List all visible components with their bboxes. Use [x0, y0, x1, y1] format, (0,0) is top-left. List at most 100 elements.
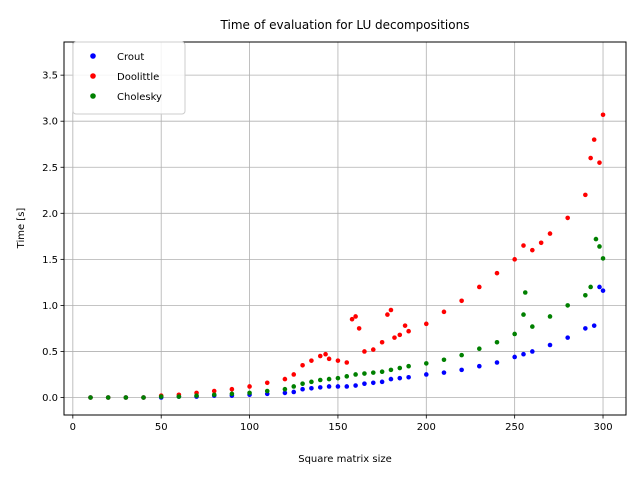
- grid-lines: [64, 42, 626, 415]
- data-point-doolittle: [379, 339, 385, 345]
- data-point-crout: [291, 389, 297, 395]
- data-point-crout: [362, 381, 367, 386]
- x-tick-label: 250: [505, 422, 524, 433]
- data-point-cholesky: [512, 331, 517, 337]
- data-point-doolittle: [370, 347, 376, 352]
- data-point-cholesky: [547, 314, 553, 319]
- x-tick-label: 150: [328, 422, 347, 433]
- data-point-doolittle: [441, 309, 447, 315]
- data-point-doolittle: [521, 243, 526, 248]
- data-point-doolittle: [600, 112, 606, 118]
- data-point-cholesky: [264, 388, 270, 394]
- data-point-cholesky: [522, 290, 528, 295]
- data-point-doolittle: [406, 328, 411, 334]
- data-point-doolittle: [459, 298, 464, 304]
- legend-label-crout: Crout: [117, 52, 144, 63]
- data-point-crout: [344, 384, 350, 389]
- data-point-cholesky: [406, 363, 411, 369]
- data-point-cholesky: [494, 339, 500, 345]
- x-tick-label: 300: [593, 422, 612, 433]
- data-point-doolittle: [282, 376, 288, 382]
- data-point-doolittle: [597, 160, 602, 165]
- data-point-crout: [300, 386, 305, 392]
- data-point-doolittle: [477, 284, 482, 290]
- data-point-cholesky: [194, 393, 199, 398]
- data-point-cholesky: [247, 390, 252, 396]
- data-point-cholesky: [370, 370, 376, 375]
- y-tick-label: 3.0: [42, 117, 58, 128]
- data-point-crout: [530, 349, 535, 354]
- data-point-cholesky: [317, 377, 323, 383]
- data-point-doolittle: [229, 386, 235, 392]
- data-point-cholesky: [588, 284, 593, 290]
- data-point-crout: [547, 342, 553, 348]
- data-point-doolittle: [335, 358, 341, 363]
- data-point-doolittle: [388, 307, 394, 313]
- data-point-crout: [521, 351, 526, 357]
- data-point-cholesky: [335, 375, 341, 381]
- data-point-crout: [370, 380, 376, 386]
- axis-ticks: 0 50 100 150 200 250 300 0.0 0.5 1.0 1.5 2.0 2.5 3.0 3…: [42, 71, 612, 433]
- data-point-cholesky: [397, 365, 403, 371]
- data-point-crout: [388, 376, 394, 382]
- x-tick-label: 0: [70, 422, 76, 433]
- data-point-cholesky: [362, 371, 367, 376]
- y-tick-label: 2.0: [42, 209, 58, 220]
- data-point-crout: [326, 384, 332, 389]
- data-point-crout: [406, 374, 411, 380]
- data-point-cholesky: [565, 303, 570, 308]
- data-point-doolittle: [538, 240, 544, 246]
- data-point-cholesky: [158, 394, 164, 399]
- series-doolittle: [88, 112, 606, 400]
- series-cholesky: [88, 236, 606, 400]
- data-point-doolittle: [349, 316, 355, 322]
- data-point-doolittle: [264, 380, 270, 386]
- data-point-doolittle: [344, 360, 350, 365]
- data-point-doolittle: [565, 215, 570, 221]
- data-point-cholesky: [423, 361, 429, 366]
- data-point-crout: [282, 390, 288, 396]
- data-point-doolittle: [512, 257, 517, 262]
- data-point-doolittle: [291, 372, 297, 377]
- data-point-doolittle: [211, 388, 217, 394]
- data-point-cholesky: [105, 395, 111, 400]
- data-point-cholesky: [123, 395, 129, 400]
- data-point-doolittle: [494, 270, 500, 276]
- data-point-cholesky: [326, 376, 332, 382]
- series-crout: [88, 284, 606, 400]
- data-point-doolittle: [362, 349, 367, 354]
- data-point-doolittle: [392, 335, 397, 340]
- legend-marker-cholesky: [90, 93, 96, 99]
- data-point-doolittle: [300, 362, 305, 368]
- data-point-cholesky: [441, 357, 447, 363]
- y-tick-label: 1.5: [42, 255, 58, 266]
- legend-label-cholesky: Cholesky: [117, 92, 162, 103]
- data-point-crout: [597, 284, 602, 290]
- data-point-crout: [591, 323, 597, 328]
- data-point-cholesky: [379, 369, 385, 375]
- y-tick-label: 2.5: [42, 163, 58, 174]
- legend-marker-doolittle: [90, 73, 96, 79]
- data-point-crout: [397, 375, 403, 381]
- y-tick-label: 3.5: [42, 71, 58, 82]
- y-tick-label: 0.5: [42, 347, 58, 358]
- data-point-cholesky: [141, 395, 146, 400]
- data-point-doolittle: [247, 384, 252, 389]
- data-point-doolittle: [353, 314, 358, 319]
- data-point-cholesky: [583, 292, 588, 298]
- data-point-cholesky: [593, 236, 599, 242]
- data-point-crout: [494, 360, 500, 365]
- data-point-cholesky: [309, 379, 314, 385]
- data-point-crout: [441, 370, 447, 375]
- data-point-crout: [379, 379, 385, 385]
- axes-frame: [63, 41, 627, 416]
- data-point-cholesky: [211, 392, 217, 398]
- data-point-crout: [459, 367, 464, 373]
- data-point-cholesky: [530, 324, 535, 329]
- data-point-doolittle: [588, 155, 593, 161]
- legend-marker-crout: [90, 53, 96, 59]
- legend-label-doolittle: Doolittle: [117, 72, 159, 83]
- data-point-crout: [583, 326, 588, 331]
- data-point-crout: [423, 372, 429, 377]
- data-point-cholesky: [521, 312, 526, 317]
